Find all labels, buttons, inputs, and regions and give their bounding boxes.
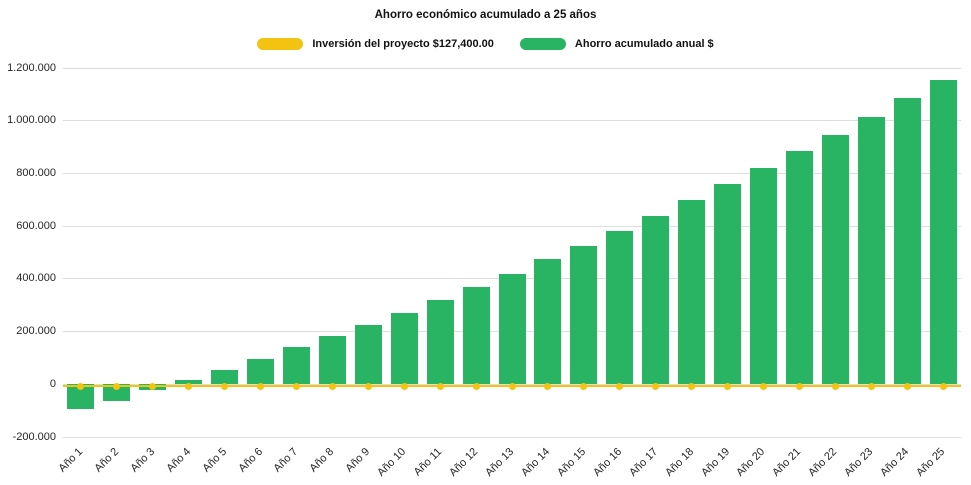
investment-point[interactable] — [724, 382, 732, 390]
bar-año-5[interactable] — [211, 369, 239, 385]
investment-point[interactable] — [328, 382, 336, 390]
investment-point[interactable] — [652, 382, 660, 390]
bar-año-13[interactable] — [498, 273, 526, 385]
bar-año-6[interactable] — [247, 359, 275, 385]
bar-año-20[interactable] — [749, 168, 777, 385]
bar-año-24[interactable] — [893, 98, 921, 385]
investment-point[interactable] — [149, 382, 157, 390]
y-tick-label: 400.000 — [16, 272, 56, 285]
gridline — [63, 172, 961, 174]
bar-año-21[interactable] — [785, 151, 813, 385]
bar-año-7[interactable] — [282, 347, 310, 385]
investment-point[interactable] — [508, 382, 516, 390]
y-tick-label: 1.200.000 — [7, 61, 56, 74]
y-tick-label: 600.000 — [16, 219, 56, 232]
y-tick-label: 1.000.000 — [7, 114, 56, 127]
bar-año-16[interactable] — [606, 231, 634, 385]
x-tick-label: Año 1 — [56, 445, 86, 475]
investment-point[interactable] — [257, 382, 265, 390]
investment-point[interactable] — [436, 382, 444, 390]
bar-año-18[interactable] — [678, 199, 706, 385]
investment-swatch-icon — [257, 38, 304, 50]
legend-label-investment: Inversión del proyecto $127,400.00 — [312, 38, 494, 50]
bar-año-10[interactable] — [390, 313, 418, 385]
investment-point[interactable] — [903, 382, 911, 390]
bar-año-14[interactable] — [534, 259, 562, 385]
investment-point[interactable] — [77, 382, 85, 390]
bar-año-4[interactable] — [175, 380, 203, 385]
y-tick-label: 800.000 — [16, 166, 56, 179]
investment-point[interactable] — [616, 382, 624, 390]
investment-point[interactable] — [113, 382, 121, 390]
investment-point[interactable] — [472, 382, 480, 390]
investment-point[interactable] — [759, 382, 767, 390]
y-tick-label: 200.000 — [16, 325, 56, 338]
investment-point[interactable] — [185, 382, 193, 390]
bar-año-17[interactable] — [642, 215, 670, 385]
bar-año-8[interactable] — [318, 335, 346, 385]
plot-area — [63, 67, 961, 438]
bar-año-15[interactable] — [570, 245, 598, 385]
gridline — [63, 67, 961, 69]
y-tick-label: 0 — [49, 377, 56, 390]
investment-point[interactable] — [544, 382, 552, 390]
bar-año-23[interactable] — [857, 116, 885, 385]
investment-point[interactable] — [795, 382, 803, 390]
gridline — [63, 436, 961, 438]
bar-año-25[interactable] — [929, 79, 957, 385]
investment-point[interactable] — [867, 382, 875, 390]
bar-año-2[interactable] — [103, 384, 131, 402]
investment-point[interactable] — [580, 382, 588, 390]
bar-año-19[interactable] — [714, 183, 742, 385]
investment-point[interactable] — [400, 382, 408, 390]
legend: Inversión del proyecto $127,400.00 Ahorr… — [0, 38, 971, 50]
bar-año-22[interactable] — [821, 135, 849, 385]
investment-point[interactable] — [688, 382, 696, 390]
investment-point[interactable] — [939, 382, 947, 390]
legend-label-savings: Ahorro acumulado anual $ — [574, 38, 714, 50]
chart-title: Ahorro económico acumulado a 25 años — [374, 9, 597, 21]
investment-point[interactable] — [831, 382, 839, 390]
bar-año-9[interactable] — [354, 324, 382, 385]
bar-año-11[interactable] — [426, 299, 454, 385]
legend-item-investment[interactable]: Inversión del proyecto $127,400.00 — [257, 38, 494, 50]
investment-point[interactable] — [292, 382, 300, 390]
legend-item-savings[interactable]: Ahorro acumulado anual $ — [519, 38, 714, 50]
y-tick-label: -200.000 — [12, 430, 56, 443]
investment-point[interactable] — [221, 382, 229, 390]
investment-point[interactable] — [364, 382, 372, 390]
gridline — [63, 120, 961, 122]
gridline — [63, 225, 961, 227]
bar-año-12[interactable] — [462, 286, 490, 385]
savings-swatch-icon — [519, 38, 566, 50]
